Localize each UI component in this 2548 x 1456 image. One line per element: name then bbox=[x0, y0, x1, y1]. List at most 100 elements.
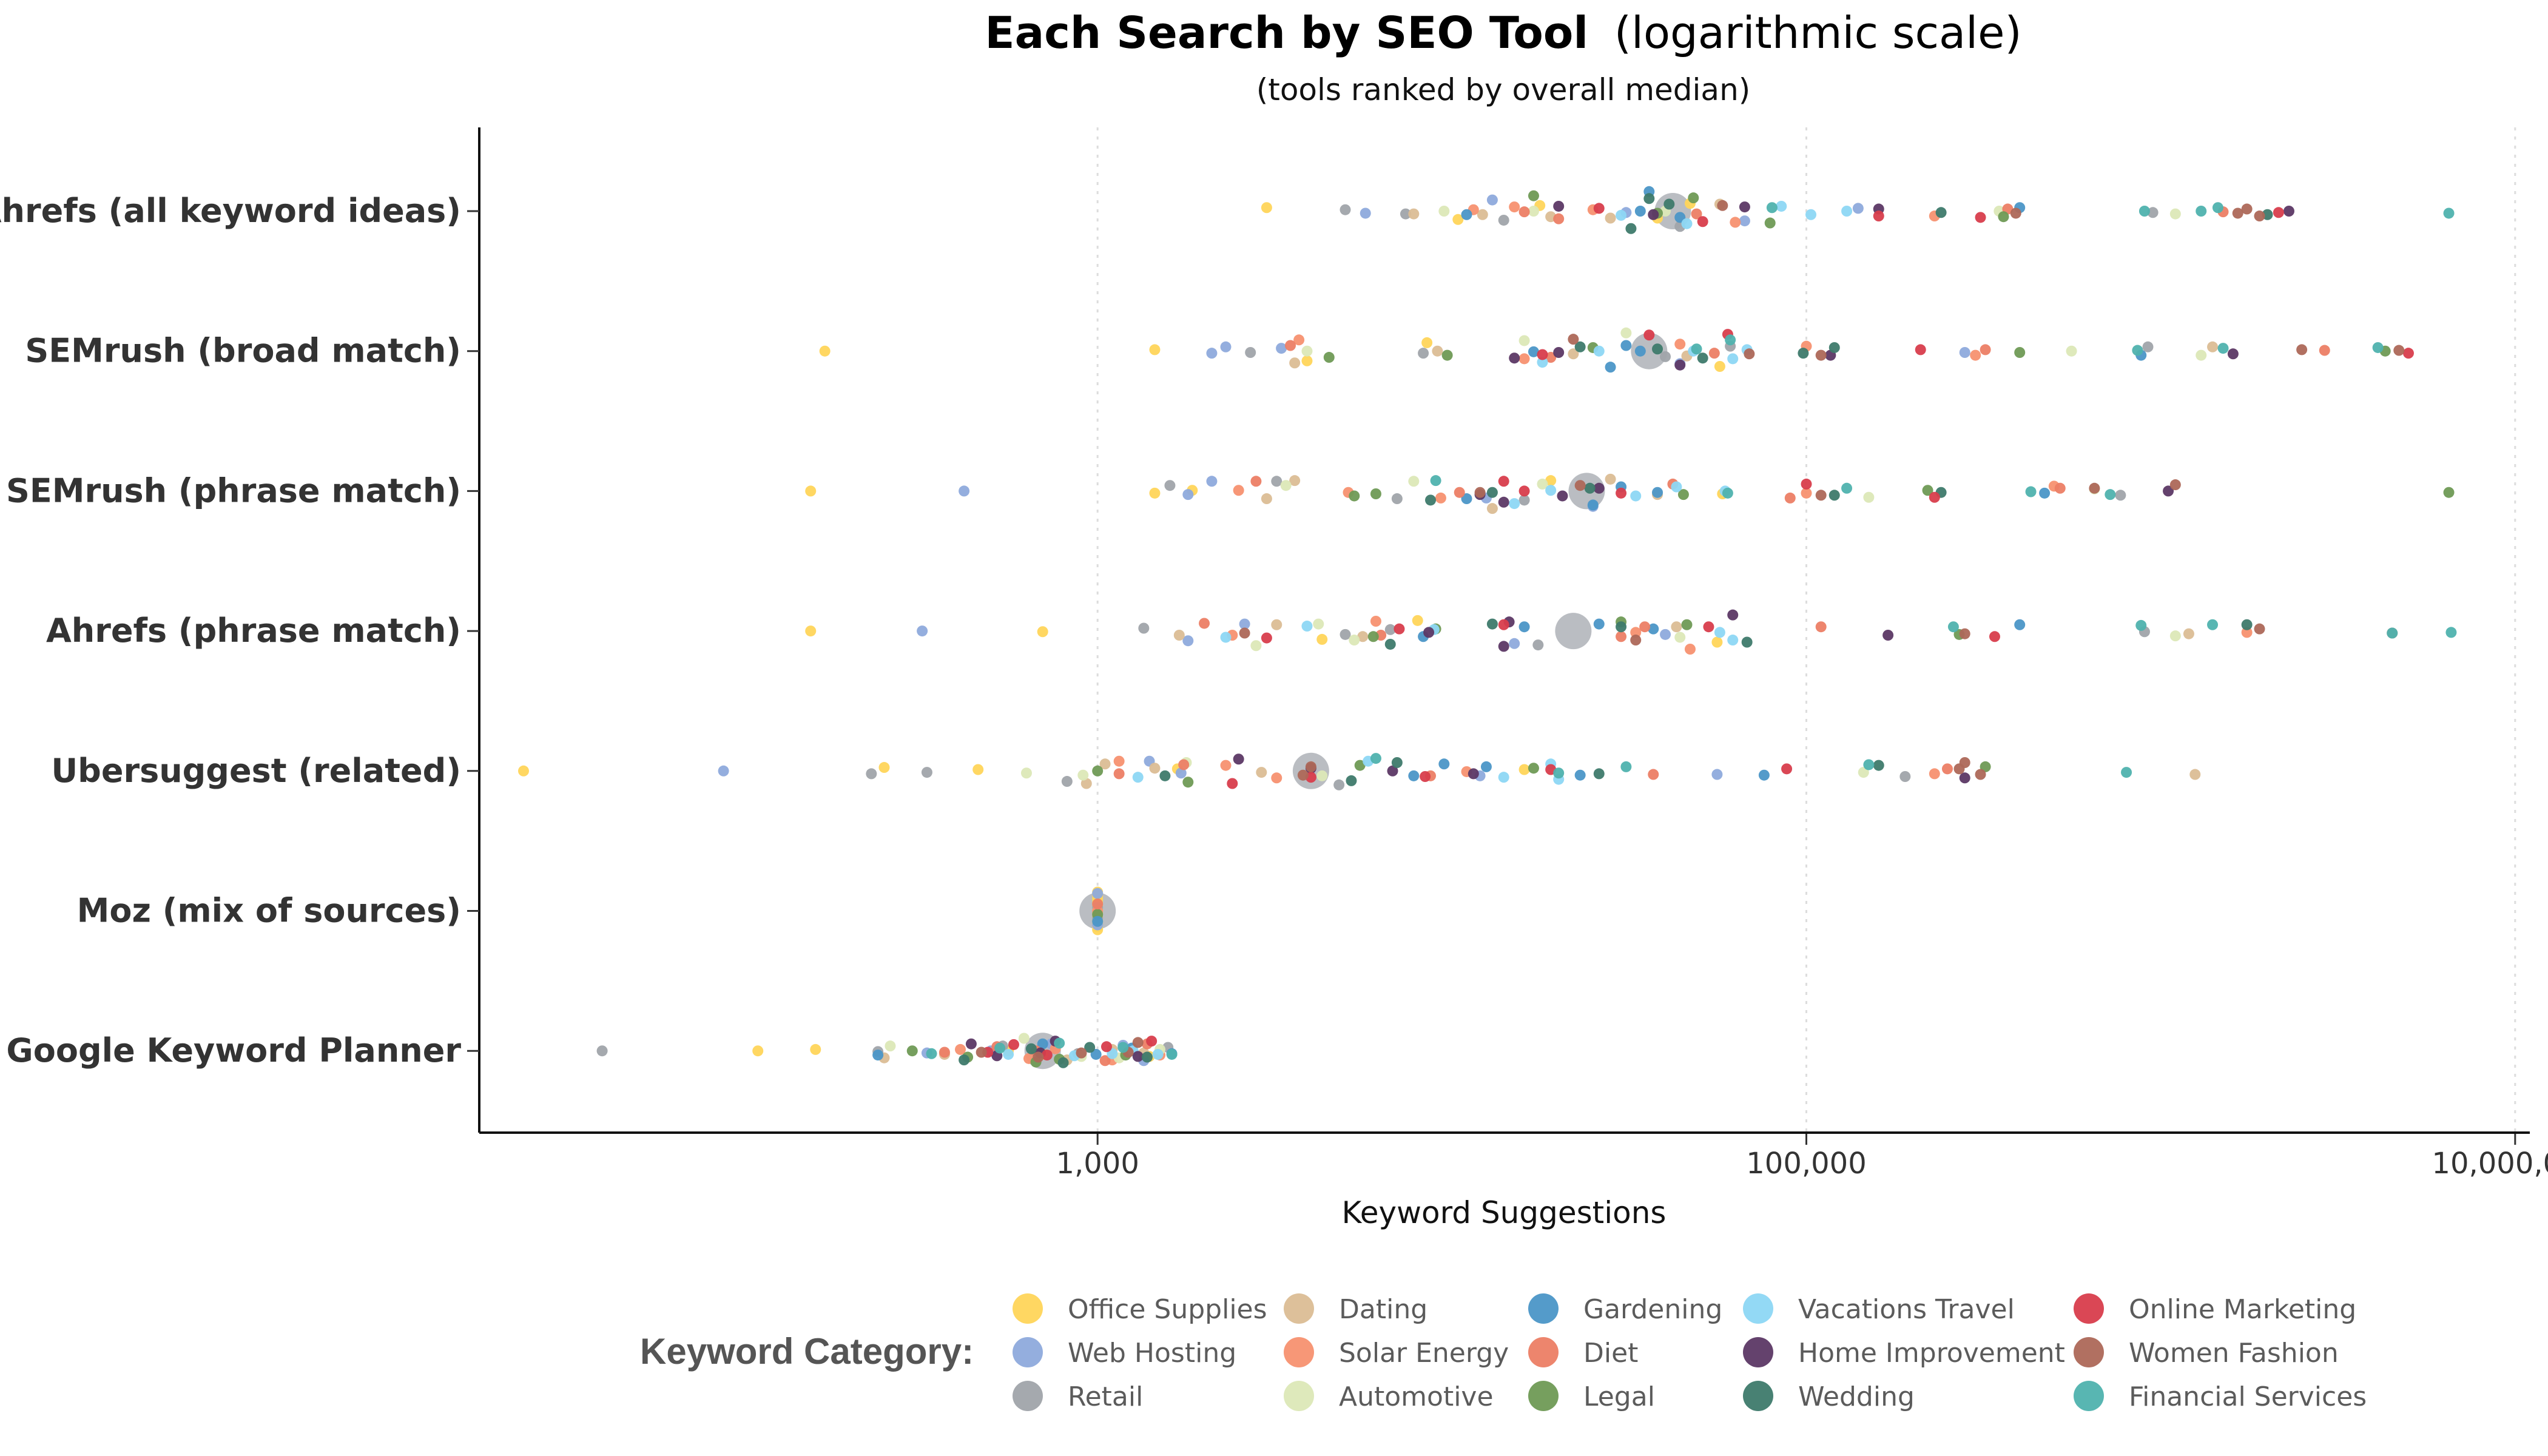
data-point bbox=[1828, 490, 1840, 501]
data-point bbox=[2163, 485, 2174, 497]
data-point bbox=[1346, 775, 1357, 786]
data-point bbox=[1349, 635, 1360, 646]
chart-title: Each Search by SEO Tool (logarithmic sca… bbox=[985, 7, 2021, 58]
chart-title-main: Each Search by SEO Tool bbox=[985, 7, 1588, 58]
data-point bbox=[1828, 342, 1840, 353]
data-point bbox=[976, 1046, 987, 1058]
data-point bbox=[1477, 209, 1488, 220]
data-point bbox=[1744, 348, 1755, 360]
data-point bbox=[1677, 489, 1689, 500]
data-point bbox=[1528, 346, 1539, 357]
data-point bbox=[1425, 494, 1437, 506]
data-point bbox=[872, 1050, 884, 1061]
data-point bbox=[2207, 341, 2219, 352]
data-point bbox=[1873, 760, 1884, 771]
median-markers bbox=[1024, 193, 1691, 1070]
data-point bbox=[1929, 491, 1940, 503]
data-point bbox=[1634, 345, 1646, 357]
chart-subtitle: (tools ranked by overall median) bbox=[1256, 72, 1751, 107]
data-point bbox=[1182, 635, 1194, 647]
data-point bbox=[1076, 1047, 1087, 1059]
data-point bbox=[1271, 772, 1282, 784]
data-point bbox=[2196, 349, 2207, 361]
data-point bbox=[2169, 208, 2181, 220]
data-point bbox=[1438, 206, 1450, 217]
data-point bbox=[1206, 348, 1218, 359]
data-point bbox=[1593, 618, 1605, 630]
data-point bbox=[1858, 767, 1869, 778]
data-point bbox=[1423, 627, 1435, 638]
data-point bbox=[1593, 203, 1605, 214]
data-point bbox=[1418, 348, 1429, 359]
data-point bbox=[1660, 351, 1671, 362]
data-point bbox=[1182, 489, 1194, 500]
y-category-label: SEMrush (broad match) bbox=[25, 332, 461, 370]
data-point bbox=[1568, 334, 1579, 345]
data-point bbox=[1630, 635, 1642, 646]
data-point bbox=[1435, 492, 1446, 504]
data-point bbox=[959, 485, 970, 497]
data-point bbox=[1781, 763, 1793, 775]
data-point bbox=[2142, 341, 2154, 352]
data-point bbox=[878, 762, 890, 774]
data-point bbox=[1660, 629, 1671, 640]
x-tick-label: 100,000 bbox=[1746, 1147, 1867, 1181]
data-point bbox=[1141, 1051, 1153, 1063]
data-point bbox=[1037, 626, 1048, 638]
data-point bbox=[1725, 334, 1736, 346]
data-point bbox=[1498, 772, 1509, 783]
data-point bbox=[1620, 340, 1632, 351]
legend-label: Gardening bbox=[1583, 1294, 1722, 1325]
data-point bbox=[1293, 334, 1305, 346]
data-point bbox=[1152, 1048, 1164, 1060]
data-point bbox=[2319, 345, 2330, 356]
data-point bbox=[1959, 772, 1970, 784]
data-point bbox=[1498, 496, 1509, 508]
data-point bbox=[1998, 211, 2009, 223]
data-point bbox=[1092, 898, 1104, 909]
legend-swatch bbox=[1528, 1293, 1559, 1324]
legend-label: Automotive bbox=[1339, 1381, 1494, 1412]
data-point bbox=[2025, 486, 2037, 497]
data-point bbox=[1149, 344, 1161, 356]
data-point bbox=[2089, 482, 2100, 494]
data-point bbox=[1182, 777, 1194, 788]
data-point bbox=[1652, 487, 1663, 498]
data-point bbox=[1057, 1057, 1069, 1068]
data-point bbox=[1574, 341, 1586, 352]
data-point bbox=[1100, 1041, 1112, 1053]
legend-label: Solar Energy bbox=[1339, 1338, 1509, 1369]
data-point bbox=[752, 1045, 764, 1057]
data-point bbox=[2445, 627, 2457, 638]
data-point bbox=[1146, 1036, 1158, 1047]
data-point bbox=[1593, 768, 1605, 780]
data-point bbox=[1391, 493, 1403, 505]
data-point bbox=[1722, 487, 1733, 499]
data-point bbox=[1199, 618, 1210, 629]
data-point bbox=[1509, 498, 1520, 510]
data-point bbox=[1164, 480, 1176, 491]
axes bbox=[467, 127, 2530, 1145]
data-point bbox=[819, 345, 831, 357]
y-category-label: SEMrush (phrase match) bbox=[6, 471, 461, 510]
data-point bbox=[1033, 1051, 1044, 1063]
y-category-label: Google Keyword Planner bbox=[6, 1031, 461, 1070]
data-point bbox=[1280, 480, 1292, 491]
legend-swatch bbox=[1743, 1337, 1773, 1367]
data-point bbox=[2010, 207, 2021, 219]
y-category-label: Moz (mix of sources) bbox=[77, 892, 461, 930]
data-point bbox=[2254, 623, 2265, 635]
data-point bbox=[1941, 763, 1953, 775]
data-point bbox=[2066, 345, 2077, 357]
data-point bbox=[1652, 343, 1663, 355]
legend-label: Office Supplies bbox=[1068, 1294, 1267, 1325]
data-point bbox=[1486, 503, 1498, 514]
data-point bbox=[1384, 624, 1396, 635]
data-point bbox=[1421, 337, 1433, 348]
data-point bbox=[2132, 345, 2143, 356]
data-point bbox=[1593, 482, 1605, 494]
data-point bbox=[1681, 619, 1693, 630]
data-point bbox=[1159, 770, 1171, 781]
legend-label: Legal bbox=[1583, 1381, 1655, 1412]
data-point bbox=[2443, 207, 2455, 219]
